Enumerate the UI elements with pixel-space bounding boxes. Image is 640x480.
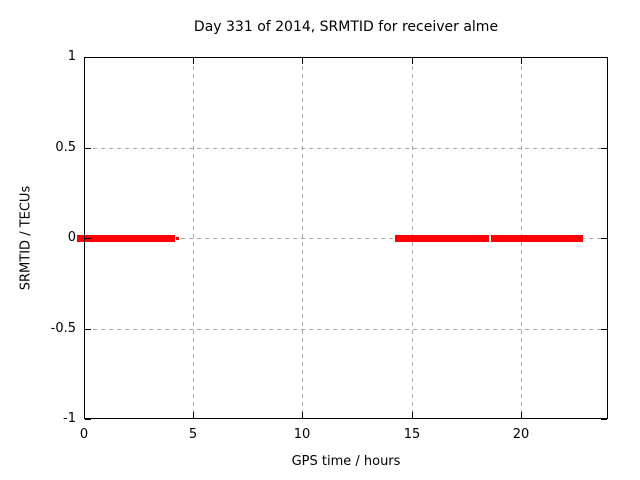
x-tick-label: 10 xyxy=(293,427,311,442)
y-tick-label: -1 xyxy=(63,411,76,426)
srmtid-segment xyxy=(77,235,175,242)
y-tick-left xyxy=(85,329,91,330)
x-tick-bottom xyxy=(302,412,303,418)
y-tick-right xyxy=(601,329,607,330)
y-gridline xyxy=(85,148,607,149)
chart-title: Day 331 of 2014, SRMTID for receiver alm… xyxy=(193,19,499,35)
x-tick-bottom xyxy=(521,412,522,418)
srmtid-segment xyxy=(491,235,583,242)
y-tick-left xyxy=(85,238,91,239)
x-tick-top xyxy=(412,58,413,64)
y-tick-right xyxy=(601,419,607,420)
x-tick-top xyxy=(84,58,85,64)
y-tick-label: 1 xyxy=(67,49,76,64)
y-tick-label: -0.5 xyxy=(50,321,76,336)
x-tick-bottom xyxy=(412,412,413,418)
srmtid-segment xyxy=(176,237,179,240)
y-tick-label: 0.5 xyxy=(55,140,76,155)
y-tick-right xyxy=(601,57,607,58)
y-gridline xyxy=(85,329,607,330)
x-tick-bottom xyxy=(193,412,194,418)
x-tick-label: 15 xyxy=(403,427,421,442)
y-tick-label: 0 xyxy=(67,230,76,245)
x-tick-label: 20 xyxy=(512,427,530,442)
y-tick-left xyxy=(85,57,91,58)
x-tick-top xyxy=(302,58,303,64)
srmtid-segment xyxy=(395,235,489,242)
x-tick-top xyxy=(521,58,522,64)
y-tick-left xyxy=(85,419,91,420)
x-tick-label: 0 xyxy=(79,427,89,442)
y-tick-right xyxy=(601,238,607,239)
y-gridline xyxy=(85,238,607,239)
x-tick-bottom xyxy=(84,412,85,418)
x-tick-label: 5 xyxy=(188,427,198,442)
x-tick-top xyxy=(193,58,194,64)
x-axis-label: GPS time / hours xyxy=(291,454,401,469)
y-tick-right xyxy=(601,148,607,149)
y-tick-left xyxy=(85,148,91,149)
